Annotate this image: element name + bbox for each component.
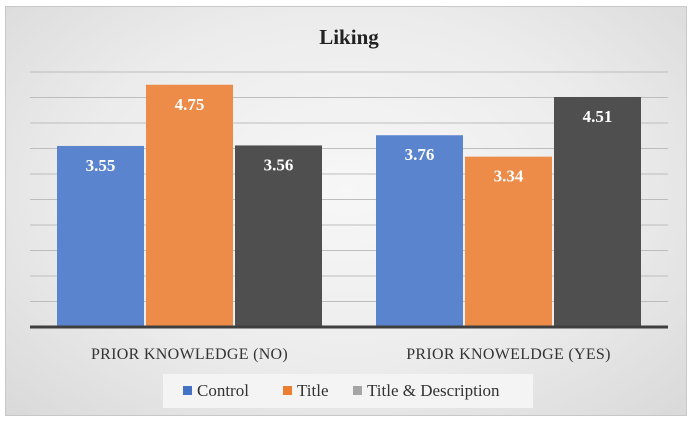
legend-label: Title & Description [367, 381, 500, 400]
category-label: PRIOR KNOWELDGE (YES) [406, 346, 611, 363]
bar [146, 84, 233, 327]
data-label: 4.51 [583, 107, 613, 126]
legend-box [163, 374, 533, 408]
legend-swatch [283, 386, 292, 395]
bar [235, 145, 322, 327]
category-label: PRIOR KNOWLEDGE (NO) [91, 346, 288, 363]
legend-label: Control [197, 381, 249, 400]
bar [57, 145, 144, 327]
data-label: 3.34 [494, 167, 524, 186]
bar [376, 135, 463, 327]
legend-label: Title [297, 381, 329, 400]
data-label: 3.55 [86, 156, 116, 175]
data-label: 4.75 [175, 95, 205, 114]
bar [465, 156, 552, 327]
chart-title: Liking [319, 25, 379, 49]
bar [554, 96, 641, 328]
legend-swatch [183, 386, 192, 395]
data-label: 3.76 [405, 145, 435, 164]
legend-swatch [353, 386, 362, 395]
data-label: 3.56 [264, 155, 294, 174]
